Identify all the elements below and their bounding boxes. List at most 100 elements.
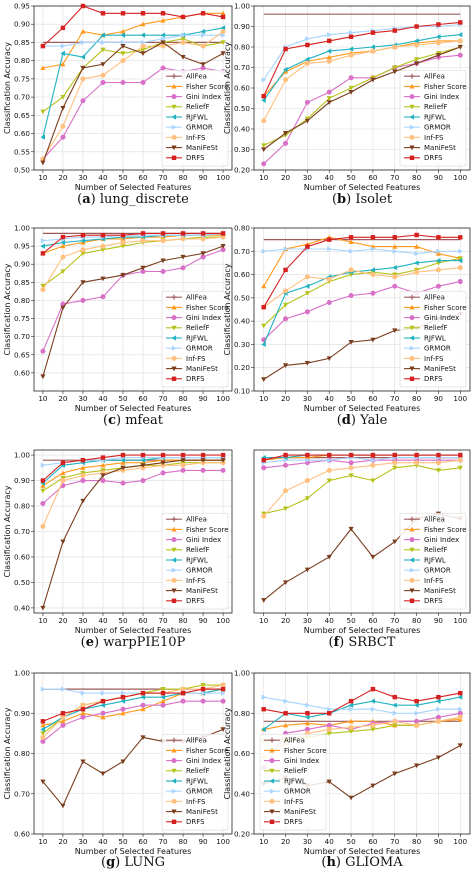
data-point-gini-index [100,710,106,716]
data-point-grmor [60,686,66,692]
data-point-manifest [220,727,226,732]
data-point-fisher-score [80,239,86,245]
data-point-inf-fs [326,467,332,473]
data-point-drfs [80,707,86,712]
legend-marker-gini-index [409,537,415,543]
legend-label: GRMOR [284,788,311,796]
data-point-drfs [80,3,86,9]
data-point-drfs [305,452,310,458]
x-tick-label: 20 [281,837,291,846]
data-point-grmor [160,36,166,42]
data-point-gini-index [200,698,206,704]
data-point-drfs [283,452,288,458]
data-point-rjfwl [160,694,166,700]
data-point-drfs [348,452,354,458]
series-line-inf-fs [263,40,461,122]
series-line-drfs [263,454,461,461]
data-point-drfs [261,304,266,310]
data-point-drfs [100,455,106,460]
data-point-inf-fs [414,460,420,466]
legend-box [161,733,229,831]
data-point-manifest [326,554,332,560]
legend-label: Gini Index [186,757,221,765]
data-point-drfs [120,233,126,238]
legend-marker-rjfwl [171,335,177,341]
data-point-relieff [326,731,332,736]
data-point-fisher-score [60,470,66,476]
series-grmor [261,246,463,257]
data-point-inf-fs [435,267,441,273]
data-point-inf-fs [457,457,463,463]
data-point-rjfwl [282,66,288,73]
data-point-relieff [457,465,463,471]
data-point-grmor [327,32,332,38]
y-tick-label: 1.00 [234,2,250,11]
data-point-manifest [200,458,206,463]
legend-label: ReliefF [186,546,210,554]
data-point-manifest [304,567,310,573]
data-point-gini-index [120,706,126,712]
data-point-relieff [326,478,332,484]
x-tick-label: 70 [390,394,400,403]
y-tick-label: 0.60 [14,830,30,839]
series-line-manifest [42,245,224,377]
data-point-rjfwl [326,48,332,54]
data-point-inf-fs [200,43,206,49]
data-point-rjfwl [370,267,375,273]
data-point-gini-index [100,294,106,300]
y-tick-label: 0.40 [234,125,250,134]
legend-label: Inf-FS [424,355,444,363]
legend-label: DRFS [424,597,443,605]
data-point-manifest [282,363,289,368]
legend-marker-grmor [409,567,415,573]
x-tick-label: 10 [38,394,48,403]
legend-label: Gini Index [284,757,319,765]
data-point-manifest [261,377,267,382]
plot-frame [253,672,471,835]
series-line-inf-fs [263,459,461,517]
data-point-grmor [458,248,463,254]
data-point-manifest [435,755,442,761]
data-point-manifest [370,554,376,560]
data-point-manifest [414,763,420,769]
legend-marker-fisher-score [171,83,177,89]
data-point-manifest [200,251,206,256]
x-tick-label: 70 [390,616,400,625]
data-point-grmor [414,251,420,257]
legend-marker-relieff [409,104,415,110]
data-point-grmor [140,39,146,46]
series-line-inf-fs [42,462,224,527]
data-point-relieff [282,506,289,512]
x-tick-label: 20 [281,173,291,182]
data-point-drfs [458,452,463,458]
x-tick-label: 40 [98,173,108,182]
series-line-grmor [42,232,224,242]
legend-label: Gini Index [186,536,221,544]
x-tick-label: 30 [78,394,88,403]
x-tick-label: 10 [259,616,269,625]
plot-frame [33,449,233,614]
y-tick-label: 0.90 [14,20,30,29]
data-point-inf-fs [140,238,146,244]
legend-box [399,69,467,167]
data-point-manifest [140,463,146,468]
data-point-drfs [327,711,332,716]
x-tick-label: 60 [368,394,378,403]
legend-label: AllFea [424,516,445,524]
data-point-manifest [220,51,226,56]
y-tick-label: 0.50 [14,166,30,175]
series-drfs [261,20,463,99]
legend-label: ManiFeSt [424,144,456,152]
series-relieff [261,463,463,517]
data-point-relieff [348,85,354,91]
data-point-fisher-score [40,65,46,71]
data-point-rjfwl [140,694,146,700]
series-line-manifest [42,41,224,163]
legend-label: Fisher Score [424,83,467,91]
data-point-fisher-score [392,244,398,249]
data-point-manifest [140,265,146,271]
data-point-grmor [221,32,226,38]
data-point-drfs [348,34,354,39]
data-point-gini-index [160,702,166,708]
x-tick-label: 20 [58,394,68,403]
